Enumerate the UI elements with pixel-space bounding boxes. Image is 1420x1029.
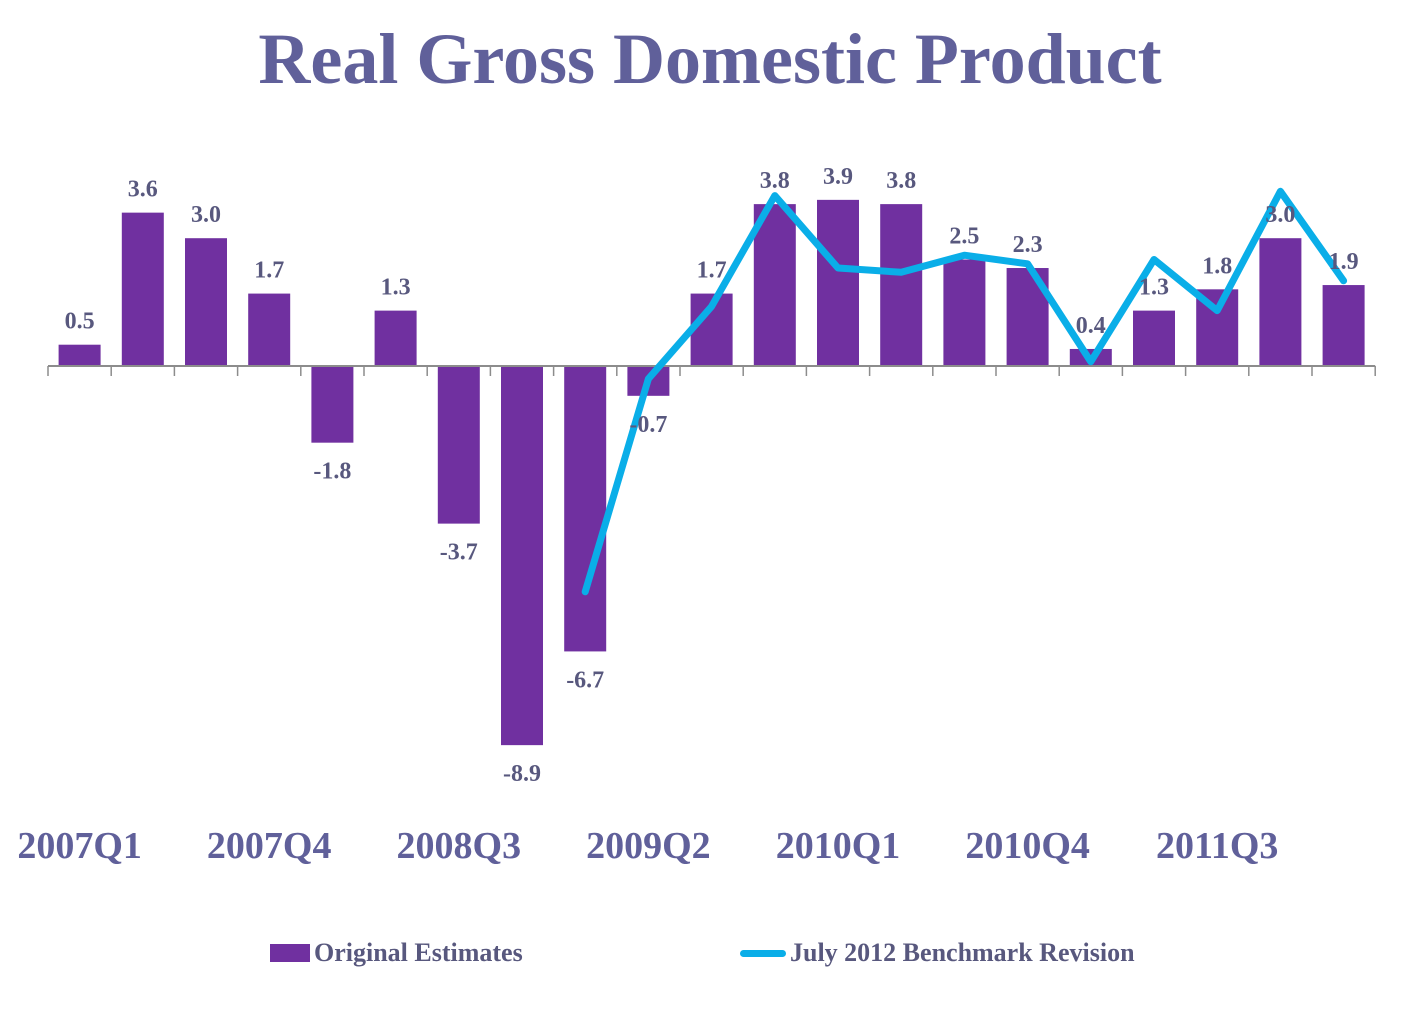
bar-2007Q1 [58,344,101,366]
data-label: -1.8 [313,459,351,485]
data-label: 0.4 [1076,313,1106,339]
bar-2010Q2 [880,204,923,366]
data-label: -3.7 [440,540,478,566]
data-label: 3.8 [886,168,916,194]
data-label: 3.8 [760,168,790,194]
chart-title: Real Gross Domestic Product [258,19,1162,99]
bar-2007Q3 [185,238,227,366]
data-label: 2.3 [1013,232,1043,258]
data-label: 1.3 [381,275,411,301]
bar-2012Q1 [1322,285,1365,366]
data-label: 2.5 [949,224,979,250]
data-label: 1.3 [1139,275,1169,301]
legend-swatch-line [740,949,786,957]
x-tick-label: 2011Q3 [1156,825,1278,867]
bar-2010Q1 [817,199,859,366]
bar-2007Q4 [248,293,291,366]
x-tick-label: 2010Q4 [965,825,1090,867]
x-tick-label: 2010Q1 [776,825,901,867]
data-label: -6.7 [566,667,604,693]
data-label: 0.5 [65,309,95,335]
x-tick-label: 2008Q3 [397,825,522,867]
x-tick-label: 2007Q1 [17,825,142,867]
bar-2011Q4 [1259,238,1302,366]
data-label: -0.7 [629,412,667,438]
data-label: 3.9 [823,164,853,190]
legend-swatch-bar [270,944,310,962]
data-label: 1.7 [697,258,727,284]
chart-legend: Original Estimates July 2012 Benchmark R… [0,936,1420,970]
bar-2008Q3 [437,366,480,524]
legend-label-original: Original Estimates [314,938,523,967]
bar-2007Q2 [121,212,164,366]
legend-label-revision: July 2012 Benchmark Revision [790,938,1135,967]
bar-2008Q2 [374,310,417,366]
bar-2009Q4 [753,204,796,366]
bar-2011Q2 [1133,310,1175,366]
revision-line [581,187,1348,596]
bar-2009Q1 [564,366,607,652]
legend-item-revision: July 2012 Benchmark Revision [740,936,1135,970]
data-label: 1.9 [1329,249,1359,275]
bar-2010Q3 [943,259,986,366]
x-tick-label: 2009Q2 [586,825,711,867]
data-label: 1.8 [1202,253,1232,279]
data-label: 1.7 [254,258,284,284]
bar-2008Q4 [501,366,543,746]
data-label: 3.0 [191,202,221,228]
x-tick-label: 2007Q4 [207,825,332,867]
data-label: -8.9 [503,761,541,787]
data-label: 3.6 [128,177,158,203]
legend-item-original: Original Estimates [270,936,523,970]
bar-2008Q1 [311,366,354,443]
data-label: 3.0 [1265,202,1295,228]
